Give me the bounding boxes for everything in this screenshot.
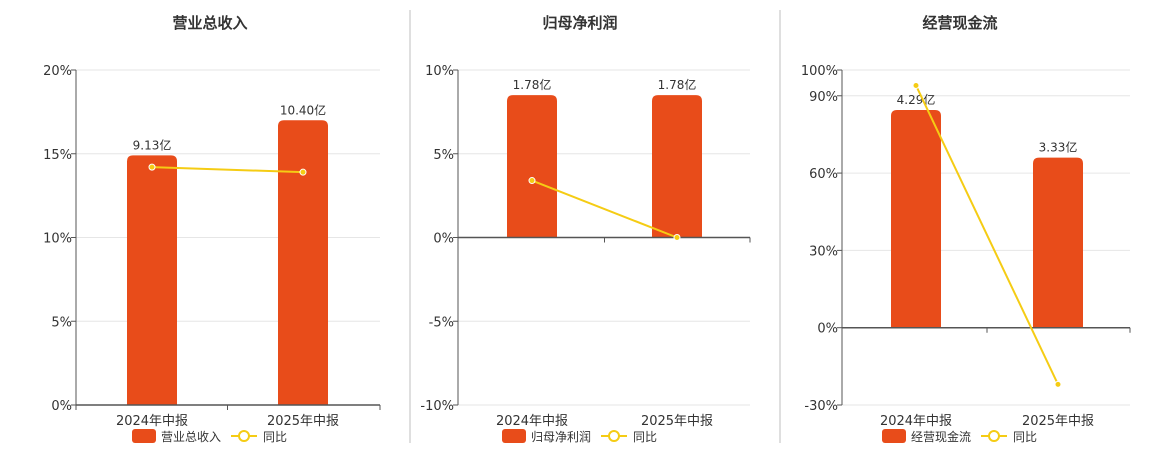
legend-line-marker: [988, 430, 1000, 442]
y-tick-label: -10%: [420, 399, 454, 414]
bar-2: [652, 95, 702, 238]
x-category-label: 2024年中报: [496, 414, 568, 429]
y-tick-label: 30%: [809, 244, 838, 259]
yoy-line: [151, 166, 304, 174]
legend-bar-label: 归母净利润: [531, 430, 591, 444]
bar-data-label: 10.40亿: [280, 102, 326, 117]
yoy-line: [531, 179, 678, 239]
yoy-point-1: [148, 163, 156, 171]
y-tick-label: -30%: [804, 399, 838, 414]
yoy-point-2: [1054, 380, 1062, 388]
bar-data-label: 4.29亿: [897, 92, 936, 107]
bar-1: [507, 95, 557, 238]
legend-line-label: 同比: [1013, 430, 1037, 444]
yoy-point-2: [673, 234, 681, 241]
legend-line-label: 同比: [633, 430, 657, 444]
bar-2: [278, 120, 328, 405]
bar-1: [127, 155, 177, 405]
x-category-label: 2024年中报: [116, 414, 188, 429]
legend-bar-swatch: [882, 429, 906, 443]
chart-panel-1: 营业总收入 20% 15% 10% 5% 0% 9.13亿 10.40亿 2024年中报 2025…: [43, 14, 381, 444]
y-tick-label: 0%: [433, 232, 454, 247]
legend-line-marker: [608, 430, 620, 442]
y-tick-label: 20%: [43, 64, 72, 79]
y-tick-label: 10%: [43, 232, 72, 247]
y-tick-label: 5%: [433, 148, 454, 163]
yoy-point-1: [912, 81, 920, 89]
y-tick-label: 10%: [425, 64, 454, 79]
chart-title: 经营现金流: [922, 14, 997, 32]
legend-bar-swatch: [502, 429, 526, 443]
yoy-point-2: [299, 168, 307, 176]
y-tick-label: 60%: [809, 167, 838, 182]
y-tick-label: 0%: [817, 322, 838, 337]
bar-data-label: 3.33亿: [1039, 140, 1078, 155]
bar-data-label: 1.78亿: [513, 77, 552, 92]
legend-bar-label: 经营现金流: [911, 429, 971, 444]
chart-title: 营业总收入: [172, 14, 247, 32]
legend-line-marker: [238, 430, 250, 442]
y-tick-label: -5%: [429, 315, 454, 330]
x-category-label: 2025年中报: [267, 414, 339, 429]
bar-1: [891, 109, 941, 328]
yoy-point-1: [528, 177, 536, 185]
x-category-label: 2025年中报: [1022, 414, 1094, 429]
legend-line-label: 同比: [263, 430, 287, 444]
bar-data-label: 9.13亿: [133, 137, 172, 152]
legend-bar-label: 营业总收入: [161, 430, 221, 444]
legend-bar-swatch: [132, 429, 156, 443]
y-tick-label: 0%: [51, 399, 72, 414]
bar-2: [1033, 157, 1083, 328]
y-tick-label: 100%: [801, 64, 838, 79]
y-tick-label: 90%: [809, 90, 838, 105]
chart-title: 归母净利润: [542, 14, 617, 32]
chart-panel-3: 经营现金流 100% 90% 60% 30% 0% -30% 4.29亿 3.33亿 2024年中…: [801, 14, 1131, 444]
x-category-label: 2024年中报: [880, 414, 952, 429]
chart-panel-2: 归母净利润 10% 5% 0% -5% -10% 1.78亿 1.78亿 2024年中报 2025…: [420, 14, 751, 444]
y-tick-label: 15%: [43, 148, 72, 163]
yoy-line: [915, 85, 1059, 385]
x-category-label: 2025年中报: [641, 414, 713, 429]
bar-data-label: 1.78亿: [658, 77, 697, 92]
y-tick-label: 5%: [51, 315, 72, 330]
